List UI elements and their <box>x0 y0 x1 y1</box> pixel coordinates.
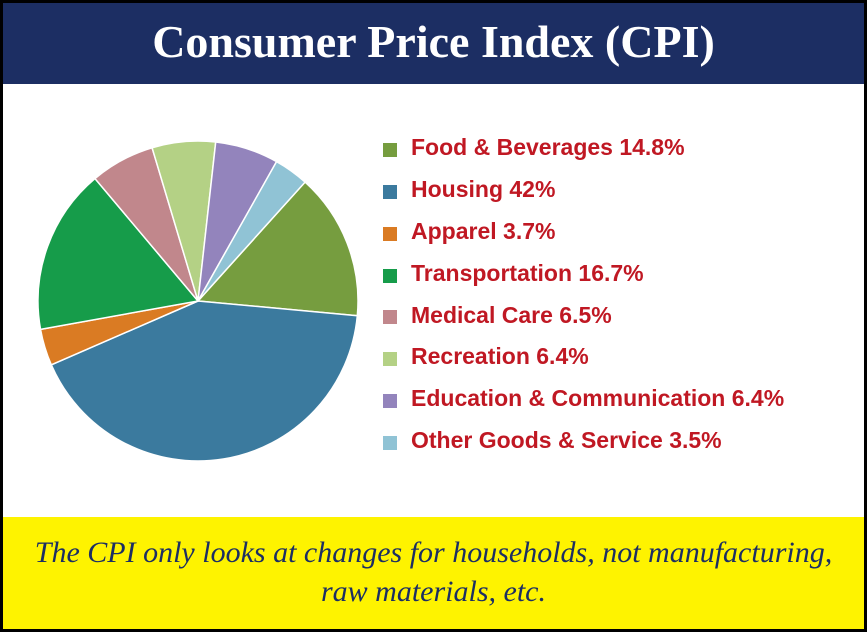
legend-label: Other Goods & Service 3.5% <box>411 426 722 456</box>
footer-text: The CPI only looks at changes for househ… <box>35 536 832 608</box>
legend-item: Housing 42% <box>383 175 844 205</box>
legend-swatch <box>383 436 397 450</box>
main-content: Food & Beverages 14.8% Housing 42% Apparel… <box>3 84 864 517</box>
legend-label: Apparel 3.7% <box>411 217 555 247</box>
legend-label: Recreation 6.4% <box>411 342 589 372</box>
legend-label: Food & Beverages 14.8% <box>411 133 685 163</box>
legend-swatch <box>383 310 397 324</box>
legend-swatch <box>383 352 397 366</box>
legend-item: Recreation 6.4% <box>383 342 844 372</box>
legend-item: Medical Care 6.5% <box>383 301 844 331</box>
legend-swatch <box>383 394 397 408</box>
legend-swatch <box>383 185 397 199</box>
legend-item: Education & Communication 6.4% <box>383 384 844 414</box>
pie-svg <box>33 136 363 466</box>
footer-banner: The CPI only looks at changes for househ… <box>3 517 864 629</box>
legend-item: Food & Beverages 14.8% <box>383 133 844 163</box>
legend-label: Education & Communication 6.4% <box>411 384 784 414</box>
pie-chart <box>33 136 363 466</box>
legend-swatch <box>383 143 397 157</box>
legend-item: Other Goods & Service 3.5% <box>383 426 844 456</box>
legend-label: Medical Care 6.5% <box>411 301 612 331</box>
page-title: Consumer Price Index (CPI) <box>152 16 715 67</box>
legend: Food & Beverages 14.8% Housing 42% Apparel… <box>373 133 844 468</box>
legend-item: Transportation 16.7% <box>383 259 844 289</box>
legend-swatch <box>383 227 397 241</box>
header-banner: Consumer Price Index (CPI) <box>3 3 864 84</box>
legend-swatch <box>383 269 397 283</box>
legend-item: Apparel 3.7% <box>383 217 844 247</box>
legend-label: Housing 42% <box>411 175 555 205</box>
legend-label: Transportation 16.7% <box>411 259 644 289</box>
